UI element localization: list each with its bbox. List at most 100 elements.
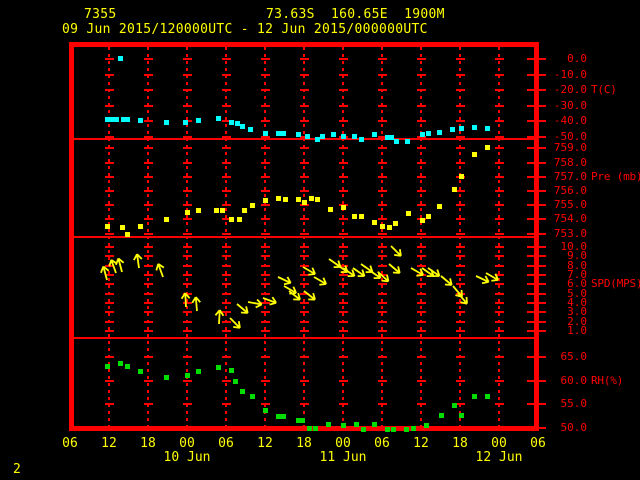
grid-tick-cross: [416, 232, 426, 235]
grid-tick-cross: [260, 104, 270, 107]
y-axis-tick: [527, 58, 546, 60]
grid-tick-cross: [143, 320, 153, 323]
relative_humidity-point: [484, 393, 490, 399]
grid-tick-cross: [338, 104, 348, 107]
temperature-point: [419, 132, 425, 138]
pressure-point: [241, 208, 247, 214]
y-tick-label: 10.0: [560, 240, 588, 254]
grid-tick-cross: [260, 218, 270, 221]
relative_humidity-point: [262, 408, 268, 414]
grid-tick-cross: [299, 120, 309, 123]
temperature-point: [459, 125, 465, 131]
pressure-point: [282, 196, 288, 202]
grid-tick-cross: [221, 147, 231, 150]
wind-arrow: [388, 263, 401, 274]
grid-tick-cross: [299, 355, 309, 358]
y-tick-label: -30.0: [553, 98, 587, 112]
grid-tick-cross: [143, 189, 153, 192]
wind-arrow: [191, 296, 201, 312]
grid-tick-cross: [455, 204, 465, 207]
temperature-point: [275, 130, 281, 136]
grid-tick-cross: [299, 189, 309, 192]
grid-tick-cross: [455, 218, 465, 221]
grid-tick-cross: [455, 161, 465, 164]
grid-tick-cross: [104, 274, 114, 277]
temperature-point: [340, 133, 346, 139]
relative_humidity-point: [313, 426, 319, 432]
y-axis-tick: [527, 355, 546, 358]
wind-arrow: [247, 298, 263, 309]
grid-tick-cross: [338, 292, 348, 295]
grid-tick-cross: [338, 311, 348, 314]
grid-tick-cross: [416, 189, 426, 192]
grid-tick-cross: [182, 246, 192, 249]
grid-tick-cross: [104, 218, 114, 221]
grid-tick-cross: [221, 330, 231, 332]
temperature-point: [425, 131, 431, 137]
grid-tick-cross: [338, 175, 348, 178]
grid-tick-cross: [221, 204, 231, 207]
grid-tick-cross: [338, 355, 348, 358]
grid-tick-cross: [299, 232, 309, 235]
x-tick-label: 06: [374, 436, 390, 451]
grid-tick-cross: [299, 161, 309, 164]
grid-tick-cross: [494, 379, 504, 382]
relative_humidity-point: [372, 421, 378, 427]
y-axis-tick: [527, 246, 546, 249]
grid-tick-cross: [182, 355, 192, 358]
grid-tick-cross: [143, 232, 153, 235]
y-axis-unit-label: SPD(MPS): [591, 277, 640, 291]
pressure-point: [220, 208, 226, 214]
y-tick-label: 65.0: [560, 349, 588, 363]
pressure-point: [184, 209, 190, 215]
pressure-point: [372, 219, 378, 225]
grid-tick-cross: [416, 161, 426, 164]
relative_humidity-point: [404, 427, 410, 433]
grid-tick-cross: [494, 292, 504, 295]
pressure-point: [484, 144, 490, 150]
grid-tick-cross: [104, 58, 114, 60]
grid-tick-cross: [455, 58, 465, 60]
relative_humidity-point: [105, 363, 111, 369]
relative_humidity-point: [229, 367, 235, 373]
grid-tick-cross: [455, 403, 465, 406]
y-tick-label: 5.0: [567, 286, 587, 300]
temperature-point: [359, 136, 365, 142]
grid-tick-cross: [260, 302, 270, 304]
wind-arrow: [132, 253, 143, 269]
grid-tick-cross: [377, 147, 387, 150]
grid-tick-cross: [221, 136, 231, 138]
grid-tick-cross: [377, 355, 387, 358]
pressure-point: [437, 204, 443, 210]
pressure-point: [229, 216, 235, 222]
y-tick-label: 1.0: [567, 324, 587, 337]
y-tick-label: 7.0: [567, 268, 587, 282]
y-tick-label: 759.0: [553, 141, 587, 155]
grid-tick-cross: [182, 218, 192, 221]
grid-tick-cross: [455, 147, 465, 150]
pressure-point: [275, 195, 281, 201]
relative_humidity-point: [300, 418, 306, 424]
grid-tick-cross: [221, 355, 231, 358]
grid-tick-cross: [338, 89, 348, 92]
relative_humidity-point: [438, 412, 444, 418]
x-tick-label: 12: [101, 436, 117, 451]
y-tick-label: 60.0: [560, 373, 588, 387]
grid-tick-cross: [182, 204, 192, 207]
wind-arrow: [180, 292, 190, 307]
grid-tick-cross: [260, 204, 270, 207]
pressure-point: [105, 223, 111, 229]
y-axis-tick: [527, 283, 546, 286]
y-axis-tick: [527, 379, 546, 382]
y-axis-tick: [527, 264, 546, 267]
wind-arrow: [229, 317, 241, 329]
wind-arrow: [155, 262, 165, 278]
temperature-point: [104, 116, 110, 122]
grid-tick-cross: [104, 320, 114, 323]
pressure-point: [314, 196, 320, 202]
grid-tick-cross: [377, 120, 387, 123]
grid-tick-cross: [494, 147, 504, 150]
grid-tick-cross: [416, 204, 426, 207]
grid-tick-cross: [455, 283, 465, 286]
